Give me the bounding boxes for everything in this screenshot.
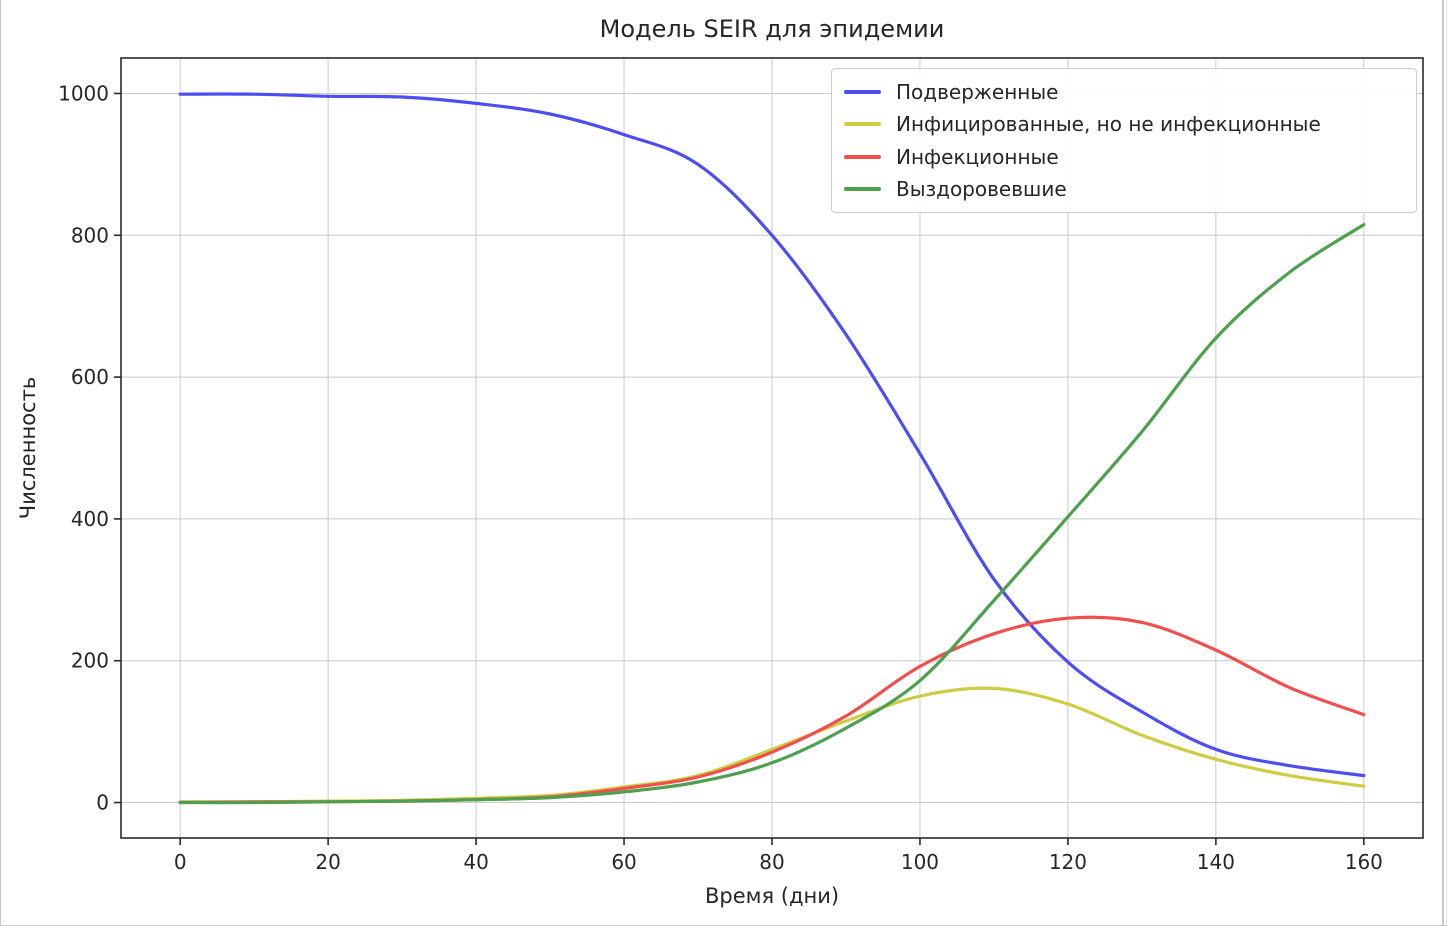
y-tick-label: 200 [71,649,109,673]
legend-swatch-exposed [844,122,881,127]
y-tick-label: 400 [71,507,109,531]
x-axis-label: Время (дни) [704,884,840,908]
x-tick-label: 140 [1197,850,1235,874]
x-tick-label: 120 [1049,850,1087,874]
legend-swatch-susceptible [844,90,881,95]
y-tick-label: 800 [71,223,109,247]
chart-title: Модель SEIR для эпидемии [599,15,945,43]
x-tick-label: 60 [611,850,636,874]
legend-label-exposed: Инфицированные, но не инфекционные [896,112,1321,137]
scrollbar-track[interactable] [1442,0,1444,925]
legend-label-susceptible: Подверженные [896,80,1059,105]
x-tick-label: 160 [1345,850,1383,874]
y-tick-label: 0 [96,791,109,815]
legend-label-infectious: Инфекционные [896,144,1059,169]
curve-recovered [178,223,1366,805]
legend-item-infectious: Инфекционные [832,145,1416,169]
x-tick-label: 100 [901,850,939,874]
x-tick-label: 80 [759,850,784,874]
legend-item-susceptible: Подверженные [832,80,1416,104]
legend-label-recovered: Выздоровевшие [896,176,1067,201]
curve-susceptible [178,92,1366,778]
legend-item-recovered: Выздоровевшие [832,177,1416,201]
legend: Подверженные Инфицированные, но не инфекц… [831,68,1417,213]
x-tick-label: 40 [463,850,488,874]
y-tick-label: 1000 [58,81,109,105]
x-tick-label: 0 [174,850,187,874]
legend-item-exposed: Инфицированные, но не инфекционные [832,112,1416,136]
x-tick-label: 20 [315,850,340,874]
y-tick-label: 600 [71,365,109,389]
legend-swatch-recovered [844,186,881,191]
legend-swatch-infectious [844,154,881,159]
